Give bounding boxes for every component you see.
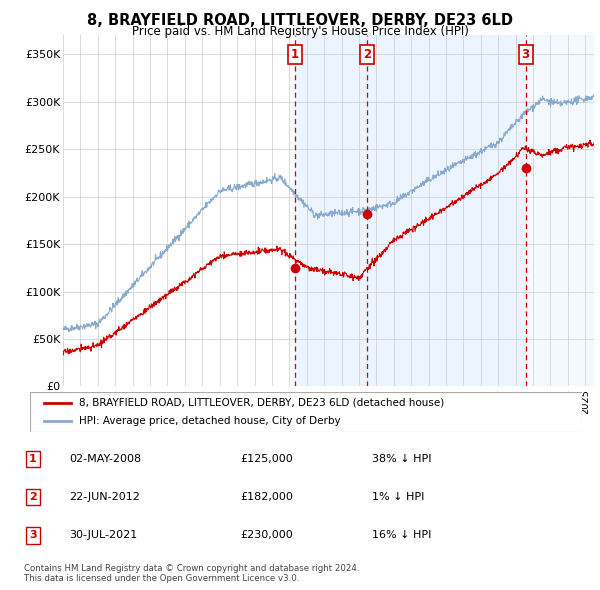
Text: 2: 2: [363, 48, 371, 61]
Text: 8, BRAYFIELD ROAD, LITTLEOVER, DERBY, DE23 6LD (detached house): 8, BRAYFIELD ROAD, LITTLEOVER, DERBY, DE…: [79, 398, 444, 408]
Text: 30-JUL-2021: 30-JUL-2021: [69, 530, 137, 540]
Text: Contains HM Land Registry data © Crown copyright and database right 2024.
This d: Contains HM Land Registry data © Crown c…: [24, 563, 359, 583]
Text: 8, BRAYFIELD ROAD, LITTLEOVER, DERBY, DE23 6LD: 8, BRAYFIELD ROAD, LITTLEOVER, DERBY, DE…: [87, 13, 513, 28]
Text: Price paid vs. HM Land Registry's House Price Index (HPI): Price paid vs. HM Land Registry's House …: [131, 25, 469, 38]
Text: 2: 2: [29, 492, 37, 502]
Text: £230,000: £230,000: [240, 530, 293, 540]
Text: 38% ↓ HPI: 38% ↓ HPI: [372, 454, 431, 464]
Text: 3: 3: [521, 48, 530, 61]
Text: 1: 1: [291, 48, 299, 61]
Bar: [367, 35, 526, 386]
Text: £125,000: £125,000: [240, 454, 293, 464]
Text: 16% ↓ HPI: 16% ↓ HPI: [372, 530, 431, 540]
Text: £182,000: £182,000: [240, 492, 293, 502]
Bar: [295, 35, 367, 386]
Text: 1% ↓ HPI: 1% ↓ HPI: [372, 492, 424, 502]
Text: 02-MAY-2008: 02-MAY-2008: [69, 454, 141, 464]
Text: 1: 1: [29, 454, 37, 464]
Text: HPI: Average price, detached house, City of Derby: HPI: Average price, detached house, City…: [79, 416, 340, 426]
Text: 3: 3: [29, 530, 37, 540]
Text: 22-JUN-2012: 22-JUN-2012: [69, 492, 140, 502]
Bar: [526, 35, 594, 386]
